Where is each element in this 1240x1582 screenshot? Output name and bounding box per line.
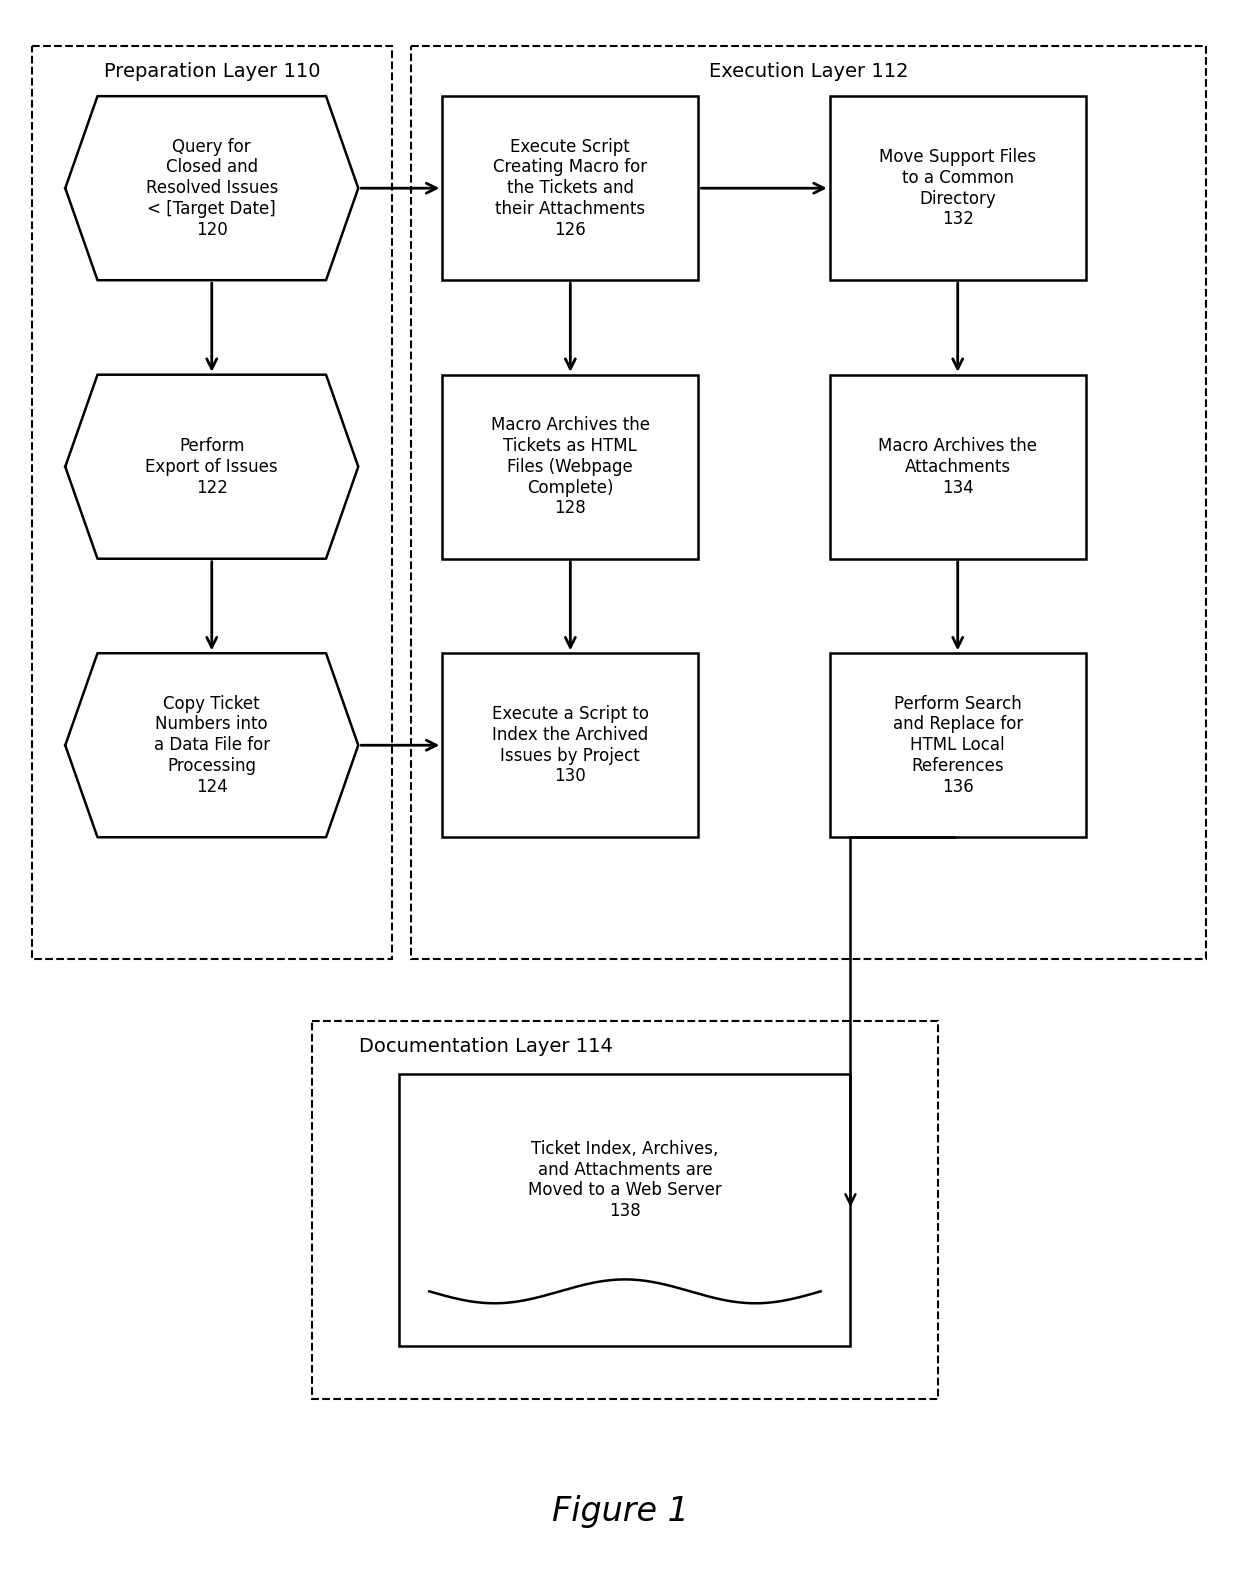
Text: Perform Search
and Replace for
HTML Local
References
136: Perform Search and Replace for HTML Loca…: [893, 694, 1023, 796]
Bar: [443, 653, 698, 837]
Bar: [830, 653, 1086, 837]
Text: Macro Archives the
Attachments
134: Macro Archives the Attachments 134: [878, 437, 1037, 497]
Text: Perform
Export of Issues
122: Perform Export of Issues 122: [145, 437, 278, 497]
Text: Ticket Index, Archives,
and Attachments are
Moved to a Web Server
138: Ticket Index, Archives, and Attachments …: [528, 1139, 722, 1220]
Bar: [830, 97, 1086, 280]
Bar: [443, 97, 698, 280]
Bar: [312, 1020, 937, 1398]
Text: Move Support Files
to a Common
Directory
132: Move Support Files to a Common Directory…: [879, 149, 1037, 228]
Text: Query for
Closed and
Resolved Issues
< [Target Date]
120: Query for Closed and Resolved Issues < […: [145, 138, 278, 239]
Text: Figure 1: Figure 1: [552, 1495, 688, 1528]
Polygon shape: [66, 653, 358, 837]
Text: Execute a Script to
Index the Archived
Issues by Project
130: Execute a Script to Index the Archived I…: [492, 706, 649, 785]
Polygon shape: [66, 97, 358, 280]
Bar: [830, 375, 1086, 558]
Text: Execution Layer 112: Execution Layer 112: [709, 62, 909, 81]
Text: Macro Archives the
Tickets as HTML
Files (Webpage
Complete)
128: Macro Archives the Tickets as HTML Files…: [491, 416, 650, 517]
Bar: [412, 46, 1207, 959]
Text: Documentation Layer 114: Documentation Layer 114: [358, 1038, 613, 1057]
Bar: [399, 1074, 851, 1346]
Bar: [443, 375, 698, 558]
Text: Copy Ticket
Numbers into
a Data File for
Processing
124: Copy Ticket Numbers into a Data File for…: [154, 694, 270, 796]
Bar: [32, 46, 392, 959]
Polygon shape: [66, 375, 358, 558]
Text: Preparation Layer 110: Preparation Layer 110: [103, 62, 320, 81]
Text: Execute Script
Creating Macro for
the Tickets and
their Attachments
126: Execute Script Creating Macro for the Ti…: [494, 138, 647, 239]
